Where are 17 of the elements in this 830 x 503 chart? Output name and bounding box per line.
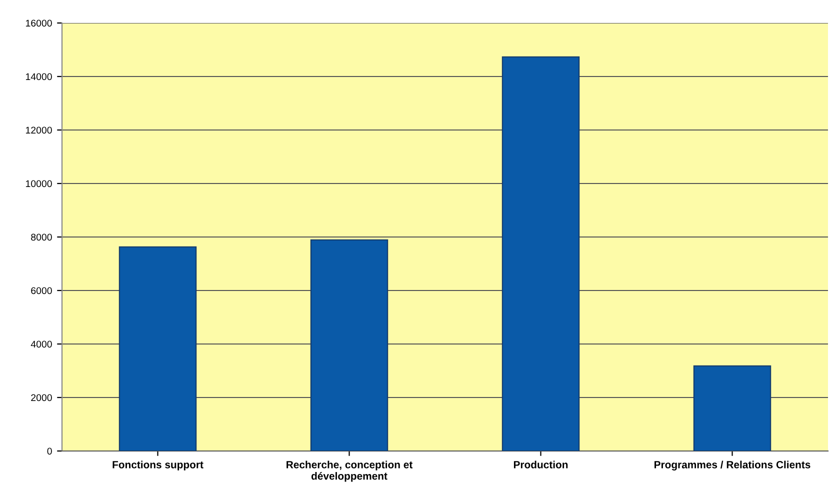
bar (502, 56, 580, 451)
bar (118, 246, 197, 451)
x-tick-label: Fonctions support (112, 460, 204, 470)
y-tick-label: 14000 (26, 73, 52, 80)
y-tick-label: 16000 (26, 20, 52, 27)
bar (310, 239, 388, 451)
x-tick-label: Production (514, 460, 568, 468)
y-tick-label: 2000 (31, 394, 52, 402)
y-tick-label: 8000 (31, 234, 52, 241)
y-tick-label: 10000 (26, 180, 52, 188)
x-tick-label: Recherche, conception et développement (286, 460, 413, 482)
y-tick-label: 0 (47, 448, 52, 455)
bar (693, 365, 772, 451)
x-tick-label: Programmes / Relations Clients (654, 460, 810, 470)
y-tick-label: 12000 (26, 126, 52, 134)
y-tick-label: 4000 (30, 340, 52, 348)
y-tick-label: 6000 (31, 287, 52, 294)
